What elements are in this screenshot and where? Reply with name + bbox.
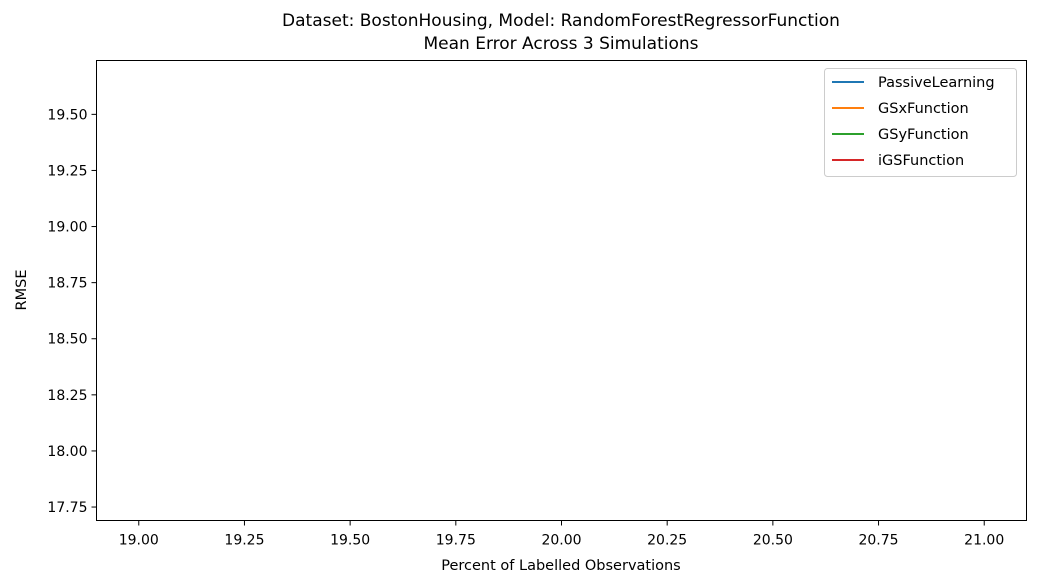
legend-label: PassiveLearning [878,75,995,91]
y-tick-label: 18.75 [47,276,87,292]
x-tick-label: 19.75 [436,533,476,549]
legend-items: PassiveLearning GSxFunction GSyFunction iGS… [832,75,995,169]
legend-label: GSyFunction [878,127,969,143]
x-tick-label: 20.25 [647,533,687,549]
y-tick-label: 18.00 [47,444,87,460]
y-axis-label: RMSE [14,270,30,311]
x-tick-label: 19.00 [119,533,159,549]
chart-subtitle: Mean Error Across 3 Simulations [423,34,698,54]
chart-title: Dataset: BostonHousing, Model: RandomFor… [282,11,840,31]
y-tick-label: 18.50 [47,332,87,348]
legend-label: GSxFunction [878,101,969,117]
y-tick-label: 18.25 [47,388,87,404]
legend-label: iGSFunction [878,153,964,169]
x-tick-label: 21.00 [964,533,1004,549]
x-axis-ticks: 19.00 19.25 19.50 19.75 20.00 20.25 20.50 20.75… [119,520,1004,549]
legend: PassiveLearning GSxFunction GSyFunction iGS… [824,68,1017,177]
x-tick-label: 19.50 [330,533,370,549]
x-tick-label: 20.50 [753,533,793,549]
y-tick-label: 17.75 [47,500,87,516]
y-tick-label: 19.25 [47,163,87,179]
y-tick-label: 19.00 [47,220,87,236]
chart-title-group: Dataset: BostonHousing, Model: RandomFor… [282,11,840,54]
x-tick-label: 19.25 [224,533,264,549]
y-tick-label: 19.50 [47,107,87,123]
x-tick-label: 20.75 [858,533,898,549]
x-axis-label: Percent of Labelled Observations [441,558,680,574]
legend-frame [824,68,1017,177]
x-tick-label: 20.00 [541,533,581,549]
y-axis-ticks: 17.75 18.00 18.25 18.50 18.75 19.00 19.25 19.50 [47,107,97,516]
